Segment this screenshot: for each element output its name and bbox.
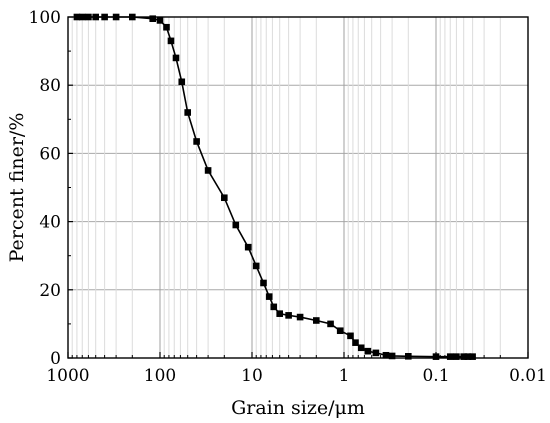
- data-point-marker: [460, 353, 467, 360]
- data-point-marker: [405, 352, 412, 360]
- data-point-marker: [78, 13, 86, 21]
- y-tick-label: 0: [50, 349, 61, 369]
- data-point-marker: [446, 353, 454, 360]
- data-point-marker: [285, 312, 292, 319]
- data-point-marker: [167, 37, 175, 45]
- data-point-marker: [232, 221, 240, 229]
- data-point-marker: [149, 15, 157, 23]
- data-point-marker: [336, 327, 344, 335]
- x-axis-title: Grain size/μm: [231, 397, 365, 419]
- data-point-marker: [352, 339, 359, 346]
- data-point-marker: [172, 54, 180, 62]
- x-tick-label: 0.01: [509, 366, 547, 386]
- data-point-marker: [85, 13, 92, 21]
- data-point-marker: [101, 13, 108, 21]
- data-point-marker: [129, 13, 136, 21]
- data-point-marker: [163, 23, 170, 31]
- data-point-marker: [382, 351, 390, 359]
- y-tick-label: 80: [39, 76, 61, 96]
- data-point-marker: [204, 167, 212, 174]
- y-tick-label: 100: [29, 8, 61, 28]
- data-point-marker: [178, 78, 186, 86]
- y-tick-label: 60: [39, 144, 61, 164]
- data-point-marker: [469, 353, 476, 360]
- data-point-marker: [265, 293, 273, 300]
- x-tick-label: 1: [339, 366, 350, 386]
- x-tick-label: 10: [241, 366, 263, 386]
- data-point-marker: [388, 352, 396, 360]
- data-point-marker: [464, 353, 472, 360]
- y-tick-label: 20: [39, 281, 61, 301]
- data-point-marker: [156, 17, 164, 24]
- data-point-marker: [313, 317, 320, 324]
- data-point-marker: [73, 13, 81, 21]
- series-layer: [73, 13, 476, 360]
- data-point-marker: [357, 344, 365, 352]
- data-point-marker: [276, 310, 283, 317]
- data-point-marker: [372, 349, 380, 357]
- data-point-marker: [453, 353, 460, 360]
- data-point-marker: [296, 313, 304, 321]
- data-point-marker: [270, 303, 278, 311]
- data-point-marker: [364, 347, 372, 355]
- x-tick-label: 0.1: [422, 366, 449, 386]
- grid-lines: [68, 17, 528, 358]
- data-point-marker: [92, 13, 99, 21]
- data-point-marker: [193, 138, 200, 145]
- data-point-marker: [260, 279, 267, 287]
- y-tick-label: 40: [39, 213, 61, 233]
- x-tick-label: 100: [144, 366, 176, 386]
- data-point-marker: [112, 13, 120, 21]
- data-point-marker: [252, 262, 260, 270]
- data-point-marker: [221, 194, 228, 202]
- axis-ticks: 0 20 40 60 80 100 1000 100 10 1 0.1 0.01: [29, 8, 547, 386]
- x-tick-label: 1000: [46, 366, 89, 386]
- data-point-marker: [184, 109, 191, 116]
- data-point-marker: [347, 332, 354, 340]
- y-axis-title: Percent finer/%: [6, 113, 28, 263]
- data-point-marker: [432, 353, 440, 360]
- plot-frame: [67, 16, 529, 359]
- data-point-marker: [327, 320, 334, 328]
- data-point-marker: [244, 243, 252, 251]
